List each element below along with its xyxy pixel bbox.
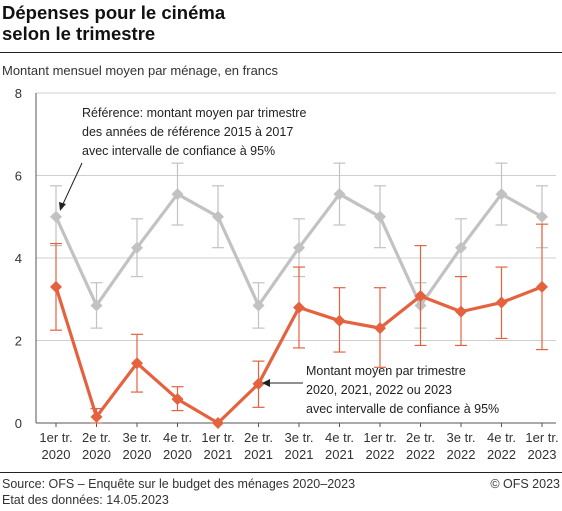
copyright: © OFS 2023 xyxy=(490,477,560,491)
source-note: Source: OFS – Enquête sur le budget des … xyxy=(2,477,356,491)
y-tick-label: 6 xyxy=(15,169,22,184)
current-annotation-line: Montant moyen par trimestre xyxy=(306,364,466,378)
current-annotation-arrowhead xyxy=(262,379,270,387)
y-tick-label: 0 xyxy=(15,416,22,431)
reference-annotation-line: des années de référence 2015 à 2017 xyxy=(82,125,293,139)
data-point xyxy=(131,241,143,254)
x-tick-label-quarter: 1er tr. xyxy=(363,430,396,445)
current-annotation-line: 2020, 2021, 2022 ou 2023 xyxy=(306,383,452,397)
x-tick-label-year: 2021 xyxy=(204,447,233,462)
data-point xyxy=(293,241,305,254)
data-point xyxy=(90,410,103,423)
reference-annotation-line: Référence: montant moyen par trimestre xyxy=(82,106,306,120)
data-point xyxy=(50,280,62,293)
data-point xyxy=(495,188,508,201)
x-tick-label-quarter: 2e tr. xyxy=(406,430,435,445)
x-tick-label-year: 2021 xyxy=(244,447,273,462)
data-point xyxy=(171,188,184,201)
x-tick-label-year: 2020 xyxy=(123,447,152,462)
x-tick-label-year: 2021 xyxy=(325,447,354,462)
data-status-note: Etat des données: 14.05.2023 xyxy=(2,493,169,507)
data-point xyxy=(50,210,62,223)
data-point xyxy=(131,357,143,370)
x-tick-label-year: 2020 xyxy=(82,447,111,462)
data-point xyxy=(293,301,305,314)
title-rule xyxy=(0,52,562,53)
y-tick-label: 2 xyxy=(15,334,22,349)
series-reference xyxy=(50,162,548,329)
x-tick-label-quarter: 2e tr. xyxy=(244,430,273,445)
y-tick-label: 4 xyxy=(15,251,22,266)
footer-rule xyxy=(0,472,562,473)
reference-annotation-arrowhead xyxy=(59,202,66,211)
data-point xyxy=(455,305,467,318)
data-point xyxy=(333,314,346,327)
x-tick-label-quarter: 1er tr. xyxy=(525,430,558,445)
data-point xyxy=(333,188,346,201)
chart-subtitle: Montant mensuel moyen par ménage, en fra… xyxy=(2,63,279,78)
title-line-2: selon le trimestre xyxy=(2,23,156,44)
data-point xyxy=(212,210,224,223)
x-tick-label-quarter: 2e tr. xyxy=(82,430,111,445)
data-point xyxy=(374,322,386,335)
data-point xyxy=(212,417,224,429)
data-point xyxy=(252,299,265,312)
x-tick-label-quarter: 4e tr. xyxy=(487,430,516,445)
x-tick-label-year: 2023 xyxy=(528,447,557,462)
data-point xyxy=(536,210,548,223)
data-point xyxy=(495,296,508,309)
x-tick-label-quarter: 4e tr. xyxy=(325,430,354,445)
reference-annotation-line: avec intervalle de confiance à 95% xyxy=(82,144,275,158)
x-tick-label-year: 2022 xyxy=(406,447,435,462)
x-tick-label-quarter: 3e tr. xyxy=(447,430,476,445)
x-tick-label-year: 2020 xyxy=(163,447,192,462)
x-tick-label-year: 2022 xyxy=(366,447,395,462)
series-current xyxy=(50,223,548,429)
data-point xyxy=(414,289,427,302)
x-tick-label-year: 2020 xyxy=(42,447,71,462)
x-tick-label-quarter: 3e tr. xyxy=(123,430,152,445)
x-tick-label-year: 2021 xyxy=(285,447,314,462)
chart-canvas: 0 2 4 6 8 1er tr. 2020 2e tr. 2020 3e tr. 2020 4e t… xyxy=(15,86,559,462)
data-point xyxy=(374,210,386,223)
x-tick-label-quarter: 1er tr. xyxy=(39,430,72,445)
x-tick-label-quarter: 4e tr. xyxy=(163,430,192,445)
reference-annotation-pointer xyxy=(62,162,83,205)
x-tick-label-quarter: 3e tr. xyxy=(285,430,314,445)
data-point xyxy=(536,280,548,293)
data-point xyxy=(252,377,265,390)
data-point xyxy=(171,393,184,406)
chart-title: Dépenses pour le cinéma selon le trimest… xyxy=(2,2,225,44)
y-tick-label: 8 xyxy=(15,86,22,101)
x-tick-label-year: 2022 xyxy=(447,447,476,462)
x-tick-label-year: 2022 xyxy=(487,447,516,462)
x-tick-label-quarter: 1er tr. xyxy=(201,430,234,445)
data-point xyxy=(90,299,103,312)
title-line-1: Dépenses pour le cinéma xyxy=(2,2,226,23)
current-annotation-line: avec intervalle de confiance à 95% xyxy=(306,402,499,416)
data-point xyxy=(455,241,467,254)
